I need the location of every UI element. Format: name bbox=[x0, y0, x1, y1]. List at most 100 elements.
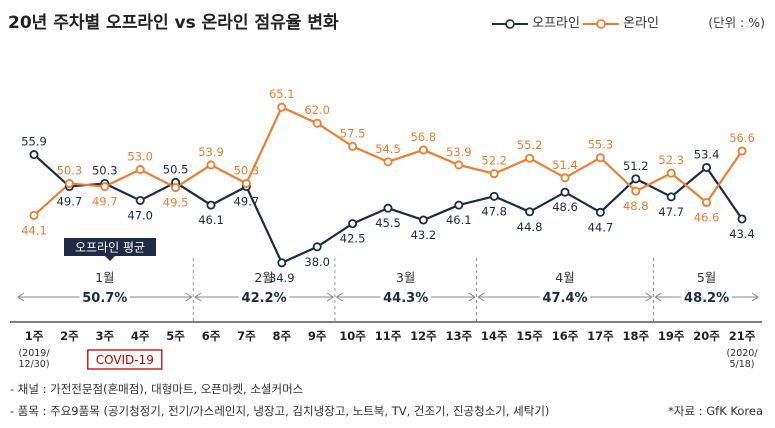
online-value-label: 65.1 bbox=[269, 87, 295, 101]
offline-value-label: 42.5 bbox=[340, 232, 366, 246]
week-tick-label: 2주 bbox=[60, 329, 79, 343]
offline-point bbox=[525, 207, 535, 217]
offline-value-label: 53.4 bbox=[694, 147, 720, 161]
online-point bbox=[29, 210, 39, 220]
covid-box bbox=[87, 349, 163, 370]
online-point bbox=[206, 160, 216, 170]
offline-point bbox=[595, 207, 605, 217]
week-tick-label: 11주 bbox=[375, 329, 402, 343]
offline-value-label: 46.1 bbox=[446, 213, 472, 227]
last-week-date: 5/18) bbox=[729, 359, 754, 370]
online-point bbox=[737, 146, 747, 156]
offline-point bbox=[631, 174, 641, 184]
offline-value-label: 55.9 bbox=[21, 135, 47, 149]
offline-point bbox=[312, 242, 322, 252]
month-avg-value: 44.3% bbox=[383, 291, 428, 306]
online-point bbox=[171, 183, 181, 193]
chart-title: 20년 주차별 오프라인 vs 온라인 점유율 변화 bbox=[8, 13, 339, 33]
week-tick-label: 8주 bbox=[273, 329, 292, 343]
online-value-label: 51.4 bbox=[552, 158, 578, 172]
offline-value-label: 51.2 bbox=[623, 159, 649, 173]
offline-point bbox=[348, 219, 358, 229]
offline-point bbox=[418, 215, 428, 225]
offline-point bbox=[206, 200, 216, 210]
offline-value-label: 45.5 bbox=[375, 216, 401, 230]
offline-value-label: 47.8 bbox=[481, 204, 507, 218]
online-value-label: 46.6 bbox=[694, 211, 720, 225]
offline-point bbox=[666, 192, 676, 202]
online-point bbox=[560, 173, 570, 183]
online-point bbox=[702, 198, 712, 208]
offline-value-label: 43.2 bbox=[411, 228, 437, 242]
month-span-arrow-left bbox=[194, 292, 202, 302]
first-week-date: (2019/ bbox=[18, 348, 50, 359]
online-value-label: 50.3 bbox=[234, 163, 260, 177]
offline-point bbox=[489, 191, 499, 201]
legend-offline: 오프라인 bbox=[492, 12, 580, 31]
unit-note: (단위 : %) bbox=[708, 15, 765, 30]
offline-value-label: 47.0 bbox=[127, 208, 153, 222]
week-tick-label: 20주 bbox=[693, 329, 720, 343]
offline-value-label: 34.9 bbox=[269, 271, 295, 285]
week-tick-label: 19주 bbox=[658, 329, 685, 343]
online-point bbox=[666, 168, 676, 178]
online-point bbox=[241, 178, 251, 188]
month-avg-value: 47.4% bbox=[542, 291, 587, 306]
offline-point bbox=[277, 258, 287, 268]
month-label: 3월 bbox=[396, 270, 415, 285]
legend-online: 온라인 bbox=[583, 12, 659, 31]
note-items: - 품목 : 주요9품목 (공기청정기, 전기/가스레인지, 냉장고, 김치냉장… bbox=[10, 404, 550, 418]
month-avg-bg bbox=[238, 288, 290, 306]
online-point bbox=[383, 157, 393, 167]
month-span-arrow-right bbox=[645, 292, 653, 302]
offline-point bbox=[29, 150, 39, 160]
offline-point bbox=[560, 187, 570, 197]
month-avg-bg bbox=[681, 288, 732, 306]
week-tick-label: 3주 bbox=[96, 329, 115, 343]
week-tick-label: 14주 bbox=[481, 329, 508, 343]
week-tick-label: 18주 bbox=[623, 329, 650, 343]
month-avg-value: 50.7% bbox=[82, 291, 127, 306]
online-value-label: 56.8 bbox=[411, 130, 437, 144]
week-tick-label: 12주 bbox=[410, 329, 437, 343]
source-note: *자료 : GfK Korea bbox=[668, 404, 763, 418]
offline-value-label: 49.7 bbox=[57, 195, 83, 209]
month-span-arrow-left bbox=[17, 292, 25, 302]
online-point bbox=[489, 169, 499, 179]
online-value-label: 56.6 bbox=[729, 131, 755, 145]
online-value-label: 48.8 bbox=[623, 199, 649, 213]
week-tick-label: 1주 bbox=[25, 329, 44, 343]
offline-value-label: 50.5 bbox=[163, 162, 189, 176]
offline-point bbox=[383, 203, 393, 213]
offline-value-label: 43.4 bbox=[729, 227, 755, 241]
offline-value-label: 46.1 bbox=[198, 213, 224, 227]
online-point bbox=[631, 186, 641, 196]
online-point bbox=[64, 178, 74, 188]
month-label: 4월 bbox=[555, 270, 574, 285]
week-tick-label: 9주 bbox=[308, 329, 327, 343]
online-value-label: 57.5 bbox=[340, 126, 366, 140]
online-value-label: 54.5 bbox=[375, 142, 401, 156]
month-avg-bg bbox=[380, 288, 431, 306]
offline-point bbox=[702, 162, 712, 172]
legend-online-marker bbox=[583, 18, 619, 29]
month-span-arrow-left bbox=[477, 292, 485, 302]
online-value-label: 52.2 bbox=[481, 154, 507, 168]
avg-badge bbox=[64, 238, 156, 256]
legend-online-label: 온라인 bbox=[623, 16, 660, 31]
legend-offline-marker bbox=[492, 18, 528, 29]
online-value-label: 53.9 bbox=[446, 145, 472, 159]
online-point bbox=[454, 160, 464, 170]
online-point bbox=[348, 141, 358, 151]
offline-value-label: 44.7 bbox=[588, 220, 614, 234]
offline-value-label: 50.3 bbox=[92, 163, 118, 177]
month-span-arrow-right bbox=[751, 292, 759, 302]
offline-value-label: 44.8 bbox=[517, 220, 543, 234]
week-tick-label: 7주 bbox=[237, 329, 256, 343]
last-week-date: (2020/ bbox=[726, 348, 758, 359]
week-tick-label: 13주 bbox=[446, 329, 473, 343]
month-label: 2월 bbox=[254, 270, 273, 285]
covid-label: COVID-19 bbox=[96, 353, 154, 367]
offline-point bbox=[737, 214, 747, 224]
month-avg-value: 42.2% bbox=[242, 291, 287, 306]
